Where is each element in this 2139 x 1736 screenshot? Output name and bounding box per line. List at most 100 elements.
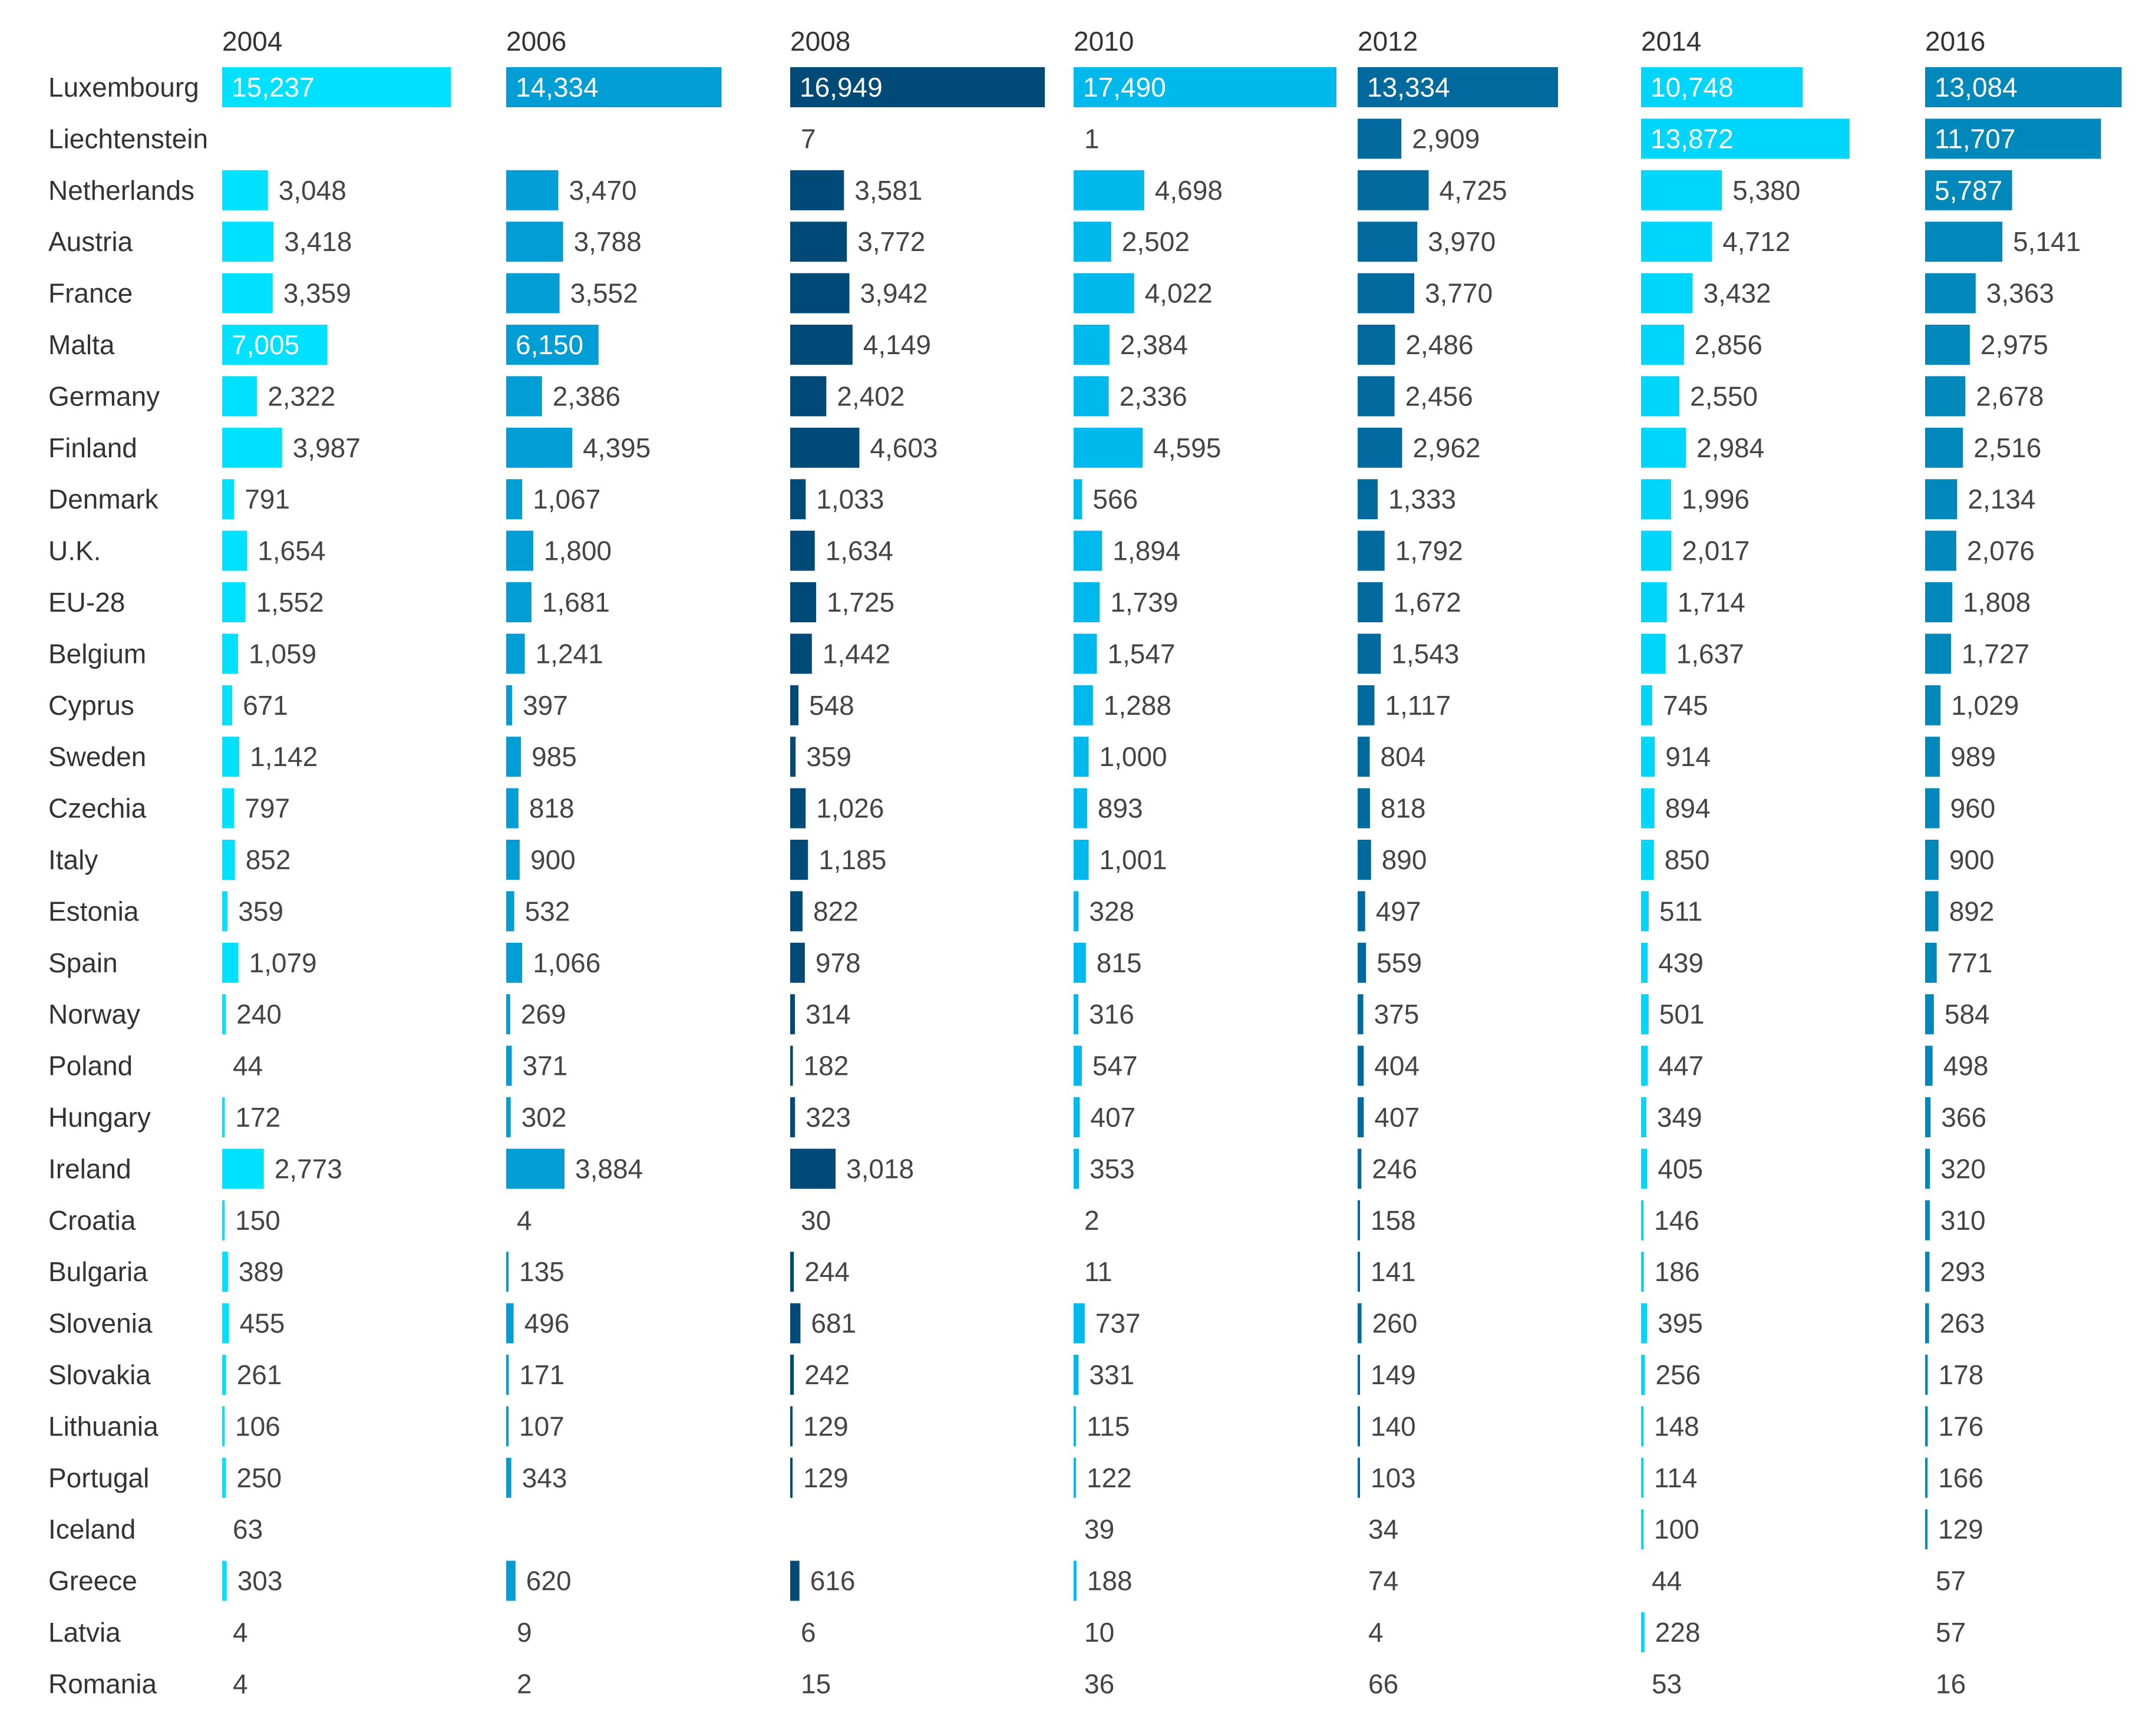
data-label: 566 xyxy=(1092,484,1138,514)
year-label: 2016 xyxy=(1925,26,1985,57)
data-label: 158 xyxy=(1371,1205,1416,1236)
bar xyxy=(1074,1097,1080,1137)
data-label: 103 xyxy=(1371,1463,1416,1493)
data-label: 1,026 xyxy=(816,793,884,824)
data-label: 310 xyxy=(1940,1205,1986,1236)
data-label: 171 xyxy=(519,1359,565,1390)
bar xyxy=(506,633,525,674)
bar xyxy=(506,1148,565,1189)
bar xyxy=(506,427,573,468)
data-label: 2,322 xyxy=(268,381,335,411)
data-label: 989 xyxy=(1950,741,1996,772)
data-label: 1,808 xyxy=(1963,587,2031,618)
country-label: Estonia xyxy=(48,896,139,926)
data-label: 349 xyxy=(1657,1102,1702,1133)
data-label: 1,739 xyxy=(1110,587,1178,618)
bar xyxy=(222,737,240,777)
bar xyxy=(1925,1148,1930,1189)
panel-2006: 14,334 3,470 3,788 3,552 6,150 2,386 4,395 1,06… xyxy=(506,67,722,1699)
data-label: 671 xyxy=(243,690,288,721)
bar xyxy=(1925,1252,1930,1292)
data-label: 1,033 xyxy=(816,484,884,514)
year-labels: 2004 2006 2008 2010 2012 2014 2016 xyxy=(222,26,1985,57)
data-label: 978 xyxy=(816,948,861,978)
data-label: 3,788 xyxy=(574,226,642,257)
data-label: 260 xyxy=(1372,1308,1418,1339)
data-label: 4,395 xyxy=(583,433,651,463)
data-label: 303 xyxy=(237,1566,283,1596)
bar xyxy=(1641,994,1649,1035)
bar xyxy=(222,222,274,262)
data-label: 737 xyxy=(1095,1308,1141,1339)
data-label: 323 xyxy=(806,1102,851,1133)
bar xyxy=(506,1560,516,1601)
bar xyxy=(1641,427,1686,468)
panel-2010: 17,490 1 4,698 2,502 4,022 2,384 2,336 4,595 566… xyxy=(1074,67,1336,1699)
country-label: Norway xyxy=(48,999,140,1029)
data-label: 893 xyxy=(1098,793,1143,824)
country-label: Iceland xyxy=(48,1514,136,1544)
data-label: 3,470 xyxy=(569,175,637,206)
bar xyxy=(222,479,235,520)
bar xyxy=(790,891,803,932)
data-label: 1,079 xyxy=(249,948,317,978)
bar xyxy=(1358,891,1365,932)
bar xyxy=(222,170,268,210)
data-label: 359 xyxy=(238,896,283,926)
bar xyxy=(790,273,850,313)
data-label: 532 xyxy=(525,896,570,926)
data-label: 1,117 xyxy=(1385,690,1451,721)
data-label: 4,022 xyxy=(1145,278,1213,309)
data-label: 1,634 xyxy=(826,536,893,566)
bar xyxy=(1358,427,1402,468)
data-label: 496 xyxy=(524,1308,570,1339)
bar xyxy=(1925,530,1956,571)
data-label: 320 xyxy=(1940,1153,1986,1184)
bar xyxy=(790,170,844,210)
data-label: 6,150 xyxy=(516,329,583,360)
bar xyxy=(790,1097,795,1137)
data-label: 16,949 xyxy=(800,72,883,103)
data-label: 3,552 xyxy=(570,278,638,309)
data-label: 3,048 xyxy=(279,175,346,206)
data-label: 455 xyxy=(240,1308,285,1339)
data-label: 2,909 xyxy=(1412,123,1480,154)
bar xyxy=(790,67,1045,107)
country-label: Portugal xyxy=(48,1463,149,1493)
bar xyxy=(790,1355,794,1395)
data-label: 17,490 xyxy=(1083,72,1166,103)
bar xyxy=(1358,376,1395,417)
data-label: 818 xyxy=(1381,793,1426,824)
bar xyxy=(1358,1252,1360,1292)
data-label: 100 xyxy=(1654,1514,1699,1544)
bar xyxy=(506,582,532,622)
data-label: 900 xyxy=(530,844,576,875)
data-label: 960 xyxy=(1950,793,1996,824)
data-label: 407 xyxy=(1090,1102,1135,1133)
data-label: 498 xyxy=(1943,1051,1989,1081)
country-label: Netherlands xyxy=(48,175,194,206)
data-label: 1,185 xyxy=(818,844,886,875)
bar xyxy=(222,1303,229,1344)
data-label: 1,672 xyxy=(1394,587,1461,618)
bar xyxy=(506,1252,509,1292)
data-label: 182 xyxy=(804,1051,849,1081)
panel-2012: 13,334 2,909 4,725 3,970 3,770 2,486 2,456 2,96… xyxy=(1358,67,1558,1699)
country-label: Denmark xyxy=(48,484,159,514)
data-label: 2,502 xyxy=(1122,226,1190,257)
data-label: 30 xyxy=(801,1205,831,1236)
data-label: 240 xyxy=(236,999,282,1029)
data-label: 39 xyxy=(1084,1514,1114,1544)
bar xyxy=(222,685,233,725)
bar xyxy=(506,67,722,107)
data-label: 2,336 xyxy=(1120,381,1187,411)
data-label: 1,001 xyxy=(1100,844,1167,875)
country-label: Croatia xyxy=(48,1205,136,1236)
bar xyxy=(1641,222,1712,262)
data-label: 1,552 xyxy=(256,587,324,618)
bar xyxy=(506,222,563,262)
bar xyxy=(1074,273,1134,313)
bar xyxy=(1358,222,1418,262)
panels: 15,2373,0483,4183,3597,0052,3223,9877911… xyxy=(222,67,2122,1699)
data-label: 74 xyxy=(1368,1566,1398,1596)
